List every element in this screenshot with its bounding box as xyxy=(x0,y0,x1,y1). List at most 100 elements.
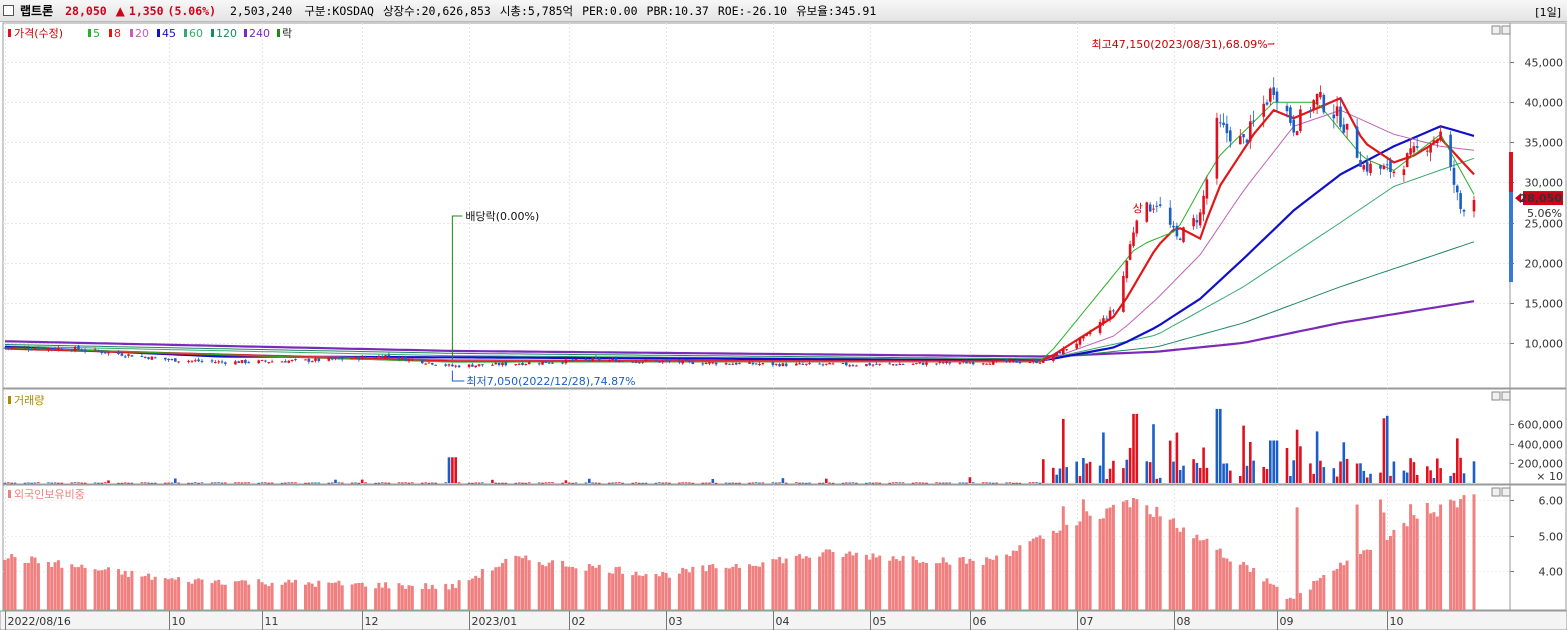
candle-body xyxy=(778,364,781,367)
foreign-bar xyxy=(1128,507,1132,610)
candle-body xyxy=(988,363,992,365)
stock-name[interactable]: 랩트론 xyxy=(20,4,54,18)
volume-bar xyxy=(1242,425,1245,483)
candle-body xyxy=(564,359,568,364)
volume-bar xyxy=(588,478,591,483)
foreign-bar xyxy=(280,584,284,610)
volume-bar xyxy=(1292,460,1295,483)
select-checkbox[interactable] xyxy=(3,5,14,16)
foreign-bar xyxy=(641,576,645,610)
panel-minimize-button[interactable] xyxy=(1491,487,1501,497)
x-tick-label: 09 xyxy=(1280,615,1294,628)
candle-body xyxy=(33,348,37,350)
volume-bar xyxy=(431,482,434,484)
candle-body xyxy=(150,356,154,360)
foreign-bar xyxy=(938,563,942,610)
candle-body xyxy=(310,361,314,363)
volume-bar xyxy=(307,482,311,484)
foreign-bar xyxy=(1098,519,1102,610)
foreign-bar xyxy=(611,573,615,610)
volume-bar xyxy=(1359,463,1362,483)
foreign-bar xyxy=(1312,581,1316,610)
foreign-ratio-bars xyxy=(3,494,1476,610)
foreign-bar xyxy=(1342,565,1346,610)
foreign-bar xyxy=(661,571,665,610)
volume-bar xyxy=(1015,482,1018,484)
foreign-bar xyxy=(1389,536,1392,610)
candle-body xyxy=(1449,134,1452,167)
volume-bar xyxy=(751,482,755,484)
volume-bar xyxy=(1309,463,1312,483)
candle-body xyxy=(397,357,401,360)
candle-body xyxy=(494,362,498,365)
volume-bar xyxy=(1192,459,1195,483)
foreign-bar xyxy=(317,580,321,610)
legend-marker xyxy=(109,29,112,37)
legend-volume: 거래량 xyxy=(14,394,44,407)
foreign-bar xyxy=(985,557,989,610)
candle-body xyxy=(551,362,554,364)
volume-bar xyxy=(795,482,798,484)
current-price-box xyxy=(1523,191,1563,206)
volume-bar xyxy=(77,482,80,484)
volume-bar xyxy=(1108,468,1112,483)
volume-bar xyxy=(1262,466,1265,483)
volume-bar xyxy=(237,482,240,484)
foreign-bar xyxy=(1345,560,1349,610)
low-pointer xyxy=(451,370,465,382)
x-tick-label: 2023/01 xyxy=(472,615,518,628)
panel-minimize-button[interactable] xyxy=(1491,391,1501,401)
foreign-bar xyxy=(257,579,261,610)
volume-bar xyxy=(73,482,77,484)
high-annotation: 최고47,150(2023/08/31),68.09% xyxy=(1092,38,1268,51)
volume-bar xyxy=(424,482,427,484)
foreign-bar xyxy=(1265,578,1269,610)
candle-body xyxy=(247,362,250,364)
panel-close-button[interactable] xyxy=(1501,391,1511,401)
legend-foreign: 외국인보유비중 xyxy=(14,488,85,501)
foreign-bar xyxy=(107,567,110,610)
legend-marker xyxy=(8,490,11,498)
foreign-bar xyxy=(1275,586,1279,610)
candle-body xyxy=(200,360,204,362)
foreign-bar xyxy=(190,583,194,610)
foreign-bar xyxy=(1085,511,1089,610)
foreign-bar xyxy=(691,566,695,610)
foreign-bar xyxy=(687,572,691,610)
foreign-bar xyxy=(1228,561,1232,610)
candle-body xyxy=(1132,232,1135,246)
volume-bar xyxy=(27,482,30,484)
foreign-bar xyxy=(667,577,671,610)
foreign-bar xyxy=(97,570,100,610)
foreign-bar xyxy=(1145,505,1149,610)
candle-body xyxy=(143,356,147,358)
candle-body xyxy=(901,364,905,365)
panel-minimize-button[interactable] xyxy=(1491,25,1501,35)
foreign-bar xyxy=(941,557,945,610)
foreign-bar xyxy=(1365,549,1369,610)
legend-marker xyxy=(184,29,187,37)
foreign-bar xyxy=(427,589,431,610)
candle-body xyxy=(1432,140,1436,144)
market-type: 구분:KOSDAQ xyxy=(304,3,374,18)
foreign-bar xyxy=(50,567,54,610)
foreign-bar xyxy=(567,566,571,610)
candle-body xyxy=(1265,102,1269,105)
volume-bar xyxy=(287,482,291,484)
foreign-bar xyxy=(83,568,87,610)
candle-body xyxy=(654,360,658,362)
y-tick-label: 15,000 xyxy=(1525,298,1564,311)
period-selector[interactable]: [1일] xyxy=(1535,6,1561,19)
panel-close-button[interactable] xyxy=(1501,25,1511,35)
volume-bar xyxy=(608,482,611,484)
panel-close-button[interactable] xyxy=(1501,487,1511,497)
candle-body xyxy=(1319,92,1322,98)
candle-body xyxy=(1379,165,1382,169)
foreign-bar xyxy=(1078,521,1082,610)
volume-bar xyxy=(781,478,785,483)
candle-body xyxy=(30,349,33,351)
foreign-bar xyxy=(1038,535,1042,610)
volume-bar xyxy=(991,482,995,484)
foreign-bar xyxy=(120,574,124,610)
